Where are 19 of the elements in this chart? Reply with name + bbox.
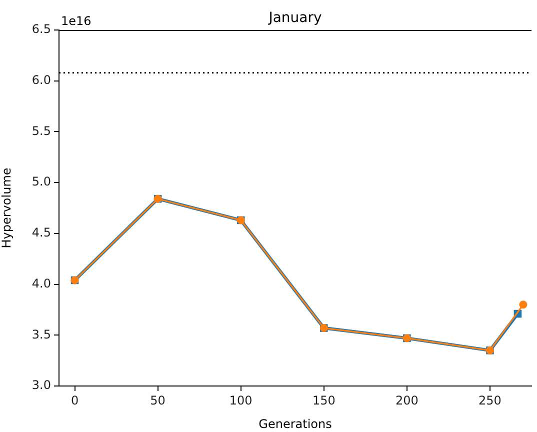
y-tick-label: 3.5 <box>32 327 51 342</box>
x-tick-label: 50 <box>150 393 166 408</box>
x-tick-label: 200 <box>395 393 418 408</box>
y-axis-title: Hypervolume <box>0 168 14 248</box>
y-tick-label: 5.5 <box>32 124 51 138</box>
y-tick-label: 4.5 <box>32 226 51 240</box>
y-tick-label: 4.0 <box>32 276 51 290</box>
x-tick-label: 100 <box>229 393 252 408</box>
chart-title: January <box>268 10 322 26</box>
x-axis-title: Generations <box>258 416 332 431</box>
y-tick-label: 6.5 <box>32 22 51 36</box>
text: 1e16 <box>61 14 92 28</box>
y-tick-label: 5.0 <box>32 174 51 189</box>
point <box>519 300 528 309</box>
y-tick-label: 3.0 <box>32 378 51 392</box>
x-tick-label: 250 <box>478 393 502 408</box>
y-tick-label: 6.0 <box>32 72 51 87</box>
x-tick-label: 0 <box>70 393 79 408</box>
x-tick-label: 150 <box>312 393 336 408</box>
